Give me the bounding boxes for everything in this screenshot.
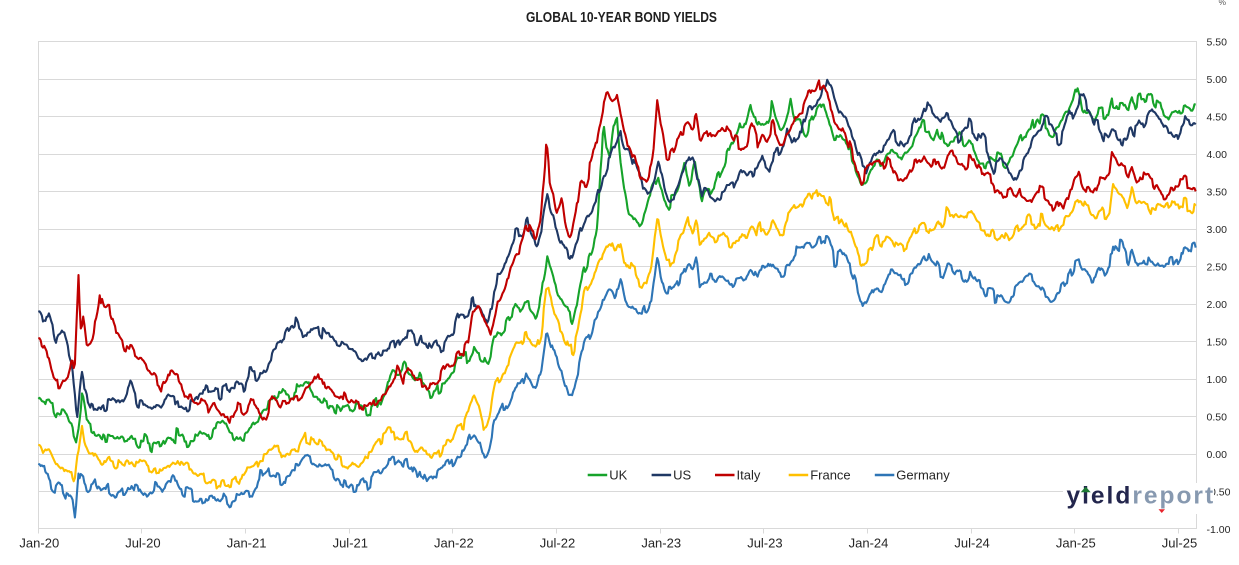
- svg-text:4.50: 4.50: [1207, 111, 1228, 123]
- svg-text:Jan-25: Jan-25: [1056, 536, 1096, 551]
- svg-text:0.50: 0.50: [1207, 411, 1228, 423]
- svg-text:Germany: Germany: [896, 468, 950, 483]
- svg-text:UK: UK: [609, 468, 627, 483]
- svg-text:5.50: 5.50: [1207, 36, 1228, 48]
- svg-text:Jan-21: Jan-21: [227, 536, 267, 551]
- svg-text:4.00: 4.00: [1207, 149, 1228, 161]
- svg-text:Italy: Italy: [737, 468, 761, 483]
- svg-text:Jan-22: Jan-22: [434, 536, 474, 551]
- svg-text:Jul-22: Jul-22: [540, 536, 575, 551]
- svg-text:US: US: [673, 468, 691, 483]
- svg-text:Jan-24: Jan-24: [849, 536, 889, 551]
- svg-text:1.00: 1.00: [1207, 374, 1228, 386]
- svg-text:3.00: 3.00: [1207, 224, 1228, 236]
- svg-text:GLOBAL 10-YEAR BOND YIELDS: GLOBAL 10-YEAR BOND YIELDS: [526, 10, 717, 26]
- svg-text:Jul-24: Jul-24: [954, 536, 989, 551]
- svg-text:yieldreport: yieldreport: [1067, 483, 1216, 510]
- svg-text:%: %: [1219, 0, 1227, 7]
- svg-text:2.50: 2.50: [1207, 261, 1228, 273]
- svg-text:Jul-23: Jul-23: [747, 536, 782, 551]
- svg-text:1.50: 1.50: [1207, 336, 1228, 348]
- svg-text:Jan-20: Jan-20: [19, 536, 59, 551]
- svg-text:-1.00: -1.00: [1207, 524, 1231, 536]
- svg-text:Jul-20: Jul-20: [125, 536, 160, 551]
- svg-text:2.00: 2.00: [1207, 299, 1228, 311]
- svg-text:0.00: 0.00: [1207, 449, 1228, 461]
- svg-text:Jul-25: Jul-25: [1162, 536, 1197, 551]
- svg-text:Jul-21: Jul-21: [333, 536, 368, 551]
- svg-text:5.00: 5.00: [1207, 74, 1228, 86]
- svg-text:Jan-23: Jan-23: [641, 536, 681, 551]
- svg-text:France: France: [810, 468, 850, 483]
- svg-text:3.50: 3.50: [1207, 186, 1228, 198]
